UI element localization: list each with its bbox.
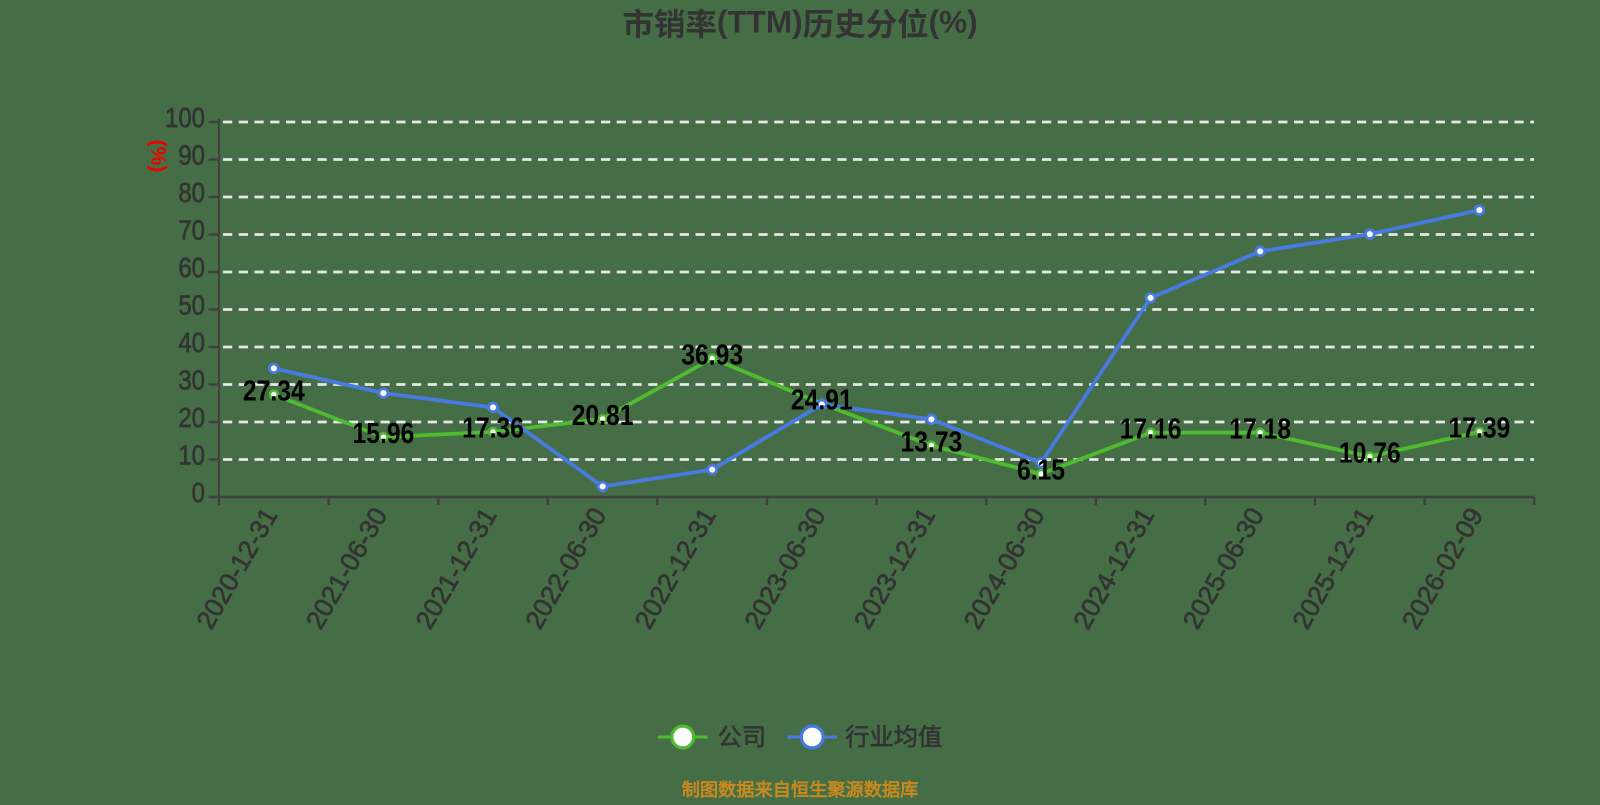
svg-text:90: 90 (178, 141, 205, 171)
svg-text:(%): (%) (929, 4, 978, 40)
svg-text:10.76: 10.76 (1339, 437, 1401, 469)
svg-text:6.15: 6.15 (1017, 454, 1065, 486)
svg-text:20: 20 (178, 404, 205, 434)
svg-text:30: 30 (178, 366, 205, 396)
svg-text:36.93: 36.93 (681, 338, 743, 370)
svg-text:24.91: 24.91 (791, 384, 853, 416)
svg-text:70: 70 (178, 216, 205, 246)
svg-text:17.39: 17.39 (1449, 412, 1511, 444)
svg-text:20.81: 20.81 (572, 399, 634, 431)
svg-text:10: 10 (178, 441, 205, 471)
svg-text:17.36: 17.36 (462, 412, 524, 444)
svg-text:50: 50 (178, 291, 205, 321)
svg-text:(TTM): (TTM) (717, 4, 803, 40)
svg-text:27.34: 27.34 (243, 374, 305, 406)
svg-text:0: 0 (192, 479, 205, 509)
svg-text:100: 100 (165, 104, 205, 134)
svg-text:17.16: 17.16 (1120, 413, 1182, 445)
svg-text:60: 60 (178, 254, 205, 284)
svg-text:15.96: 15.96 (353, 417, 415, 449)
svg-text:(%): (%) (146, 140, 169, 173)
svg-text:80: 80 (178, 179, 205, 209)
svg-text:13.73: 13.73 (901, 425, 963, 457)
svg-text:40: 40 (178, 329, 205, 359)
svg-text:17.18: 17.18 (1229, 413, 1291, 445)
